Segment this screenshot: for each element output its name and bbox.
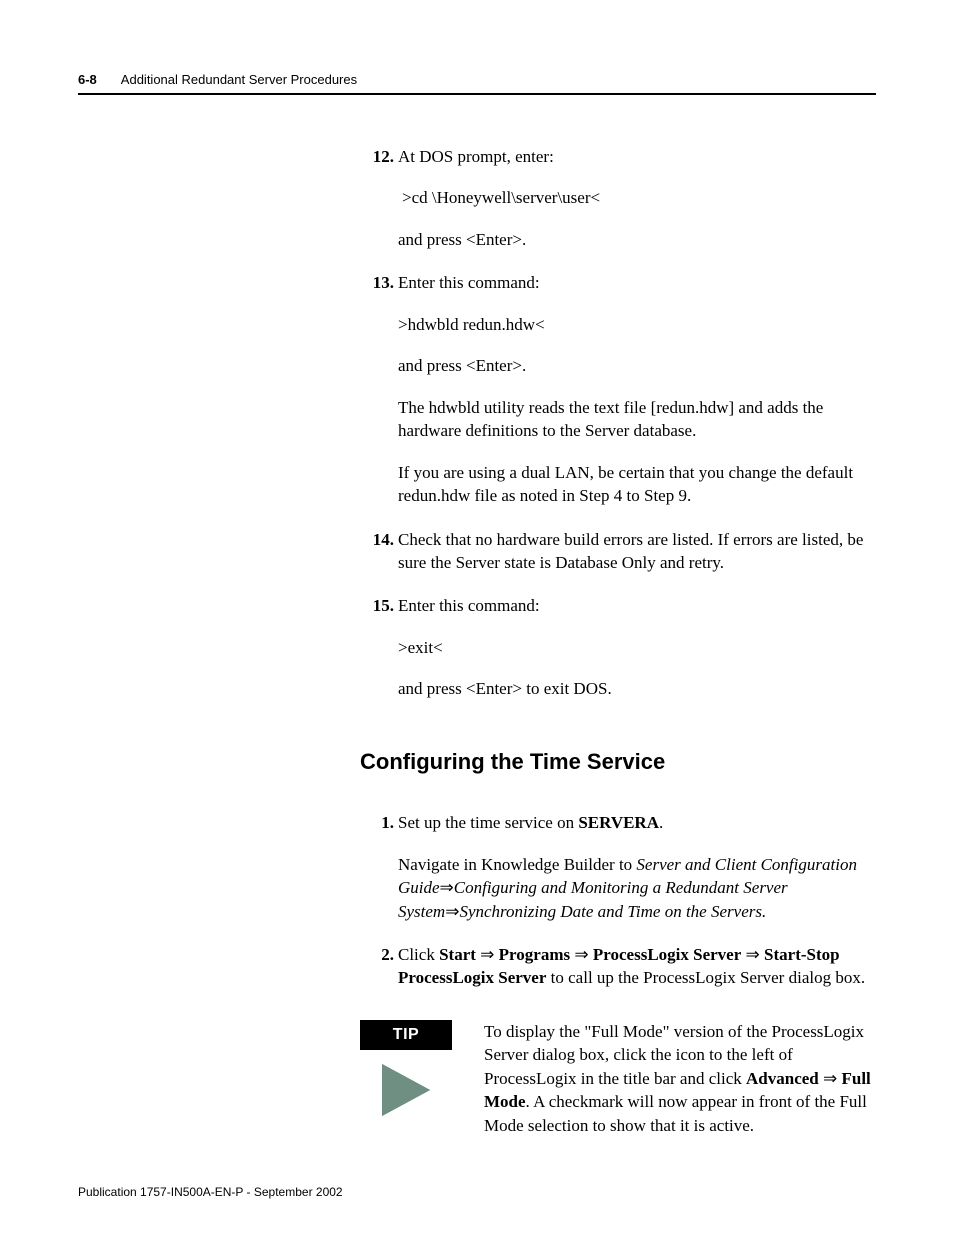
arrow-icon: ⇒ (823, 1069, 837, 1088)
text: to call up the ProcessLogix Server dialo… (546, 968, 865, 987)
step-text: Click Start ⇒ Programs ⇒ ProcessLogix Se… (398, 943, 876, 990)
text-bold: SERVERA (578, 813, 659, 832)
arrow-icon: ⇒ (480, 945, 494, 964)
steps-list-a: 12. At DOS prompt, enter: >cd \Honeywell… (364, 145, 876, 701)
running-header: 6-8 Additional Redundant Server Procedur… (78, 72, 876, 95)
tip-left-rail: TIP (360, 1020, 452, 1116)
step-text: At DOS prompt, enter: (398, 145, 876, 168)
step-number: 2. (364, 943, 394, 966)
tip-badge: TIP (360, 1020, 452, 1050)
step-text: Check that no hardware build errors are … (398, 528, 876, 575)
step-15: 15. Enter this command: >exit< and press… (364, 594, 876, 700)
step-number: 14. (364, 528, 394, 551)
step-b1: 1. Set up the time service on SERVERA. N… (364, 811, 876, 923)
text-italic: Synchronizing Date and Time on the Serve… (459, 902, 766, 921)
step-text: >exit< (398, 636, 876, 659)
step-text: >hdwbld redun.hdw< (398, 313, 876, 336)
page-number: 6-8 (78, 72, 97, 87)
step-number: 1. (364, 811, 394, 834)
text-bold: Advanced (746, 1069, 819, 1088)
step-text: and press <Enter>. (398, 228, 876, 251)
step-text: >cd \Honeywell\server\user< (402, 186, 876, 209)
step-text: If you are using a dual LAN, be certain … (398, 461, 876, 508)
step-text: and press <Enter>. (398, 354, 876, 377)
step-12: 12. At DOS prompt, enter: >cd \Honeywell… (364, 145, 876, 251)
step-number: 13. (364, 271, 394, 294)
tip-callout: TIP To display the "Full Mode" version o… (360, 1020, 876, 1137)
step-13: 13. Enter this command: >hdwbld redun.hd… (364, 271, 876, 507)
step-text: Navigate in Knowledge Builder to Server … (398, 853, 876, 923)
step-text: and press <Enter> to exit DOS. (398, 677, 876, 700)
step-text: Set up the time service on SERVERA. (398, 811, 876, 834)
chapter-title: Additional Redundant Server Procedures (121, 72, 357, 87)
text: . (659, 813, 663, 832)
step-number: 15. (364, 594, 394, 617)
step-text: Enter this command: (398, 594, 876, 617)
body-content: 12. At DOS prompt, enter: >cd \Honeywell… (364, 145, 876, 1137)
text-bold: Start (439, 945, 476, 964)
arrow-icon: ⇒ (440, 878, 454, 897)
text: . A checkmark will now appear in front o… (484, 1092, 867, 1134)
step-b2: 2. Click Start ⇒ Programs ⇒ ProcessLogix… (364, 943, 876, 990)
text-bold: Programs (499, 945, 570, 964)
step-number: 12. (364, 145, 394, 168)
tip-text: To display the "Full Mode" version of th… (484, 1020, 876, 1137)
text: Set up the time service on (398, 813, 578, 832)
step-text: Enter this command: (398, 271, 876, 294)
footer-publication: Publication 1757-IN500A-EN-P - September… (78, 1185, 343, 1199)
arrow-icon: ⇒ (574, 945, 588, 964)
text-bold: ProcessLogix Server (593, 945, 741, 964)
arrow-icon: ⇒ (445, 902, 459, 921)
play-triangle-icon (382, 1064, 430, 1116)
arrow-icon: ⇒ (746, 945, 760, 964)
step-text: The hdwbld utility reads the text file [… (398, 396, 876, 443)
text: Navigate in Knowledge Builder to (398, 855, 636, 874)
page: 6-8 Additional Redundant Server Procedur… (0, 0, 954, 1235)
text: Click (398, 945, 439, 964)
section-heading: Configuring the Time Service (360, 747, 876, 777)
steps-list-b: 1. Set up the time service on SERVERA. N… (364, 811, 876, 990)
step-14: 14. Check that no hardware build errors … (364, 528, 876, 575)
